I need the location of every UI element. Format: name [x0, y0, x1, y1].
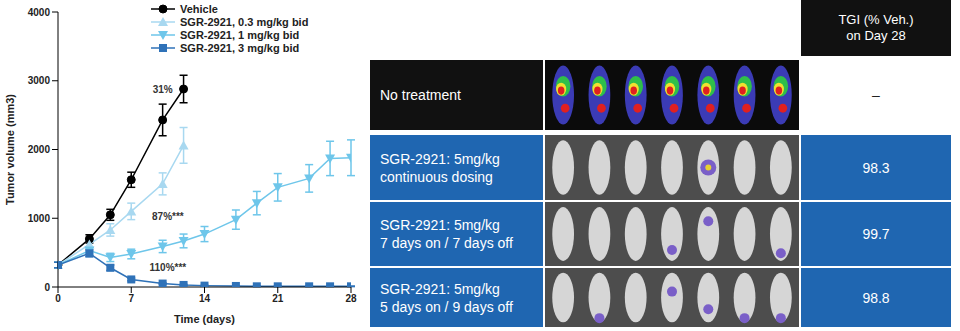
html-text:99.7: 99.7 — [862, 226, 890, 242]
svg-text:1000: 1000 — [28, 213, 51, 224]
svg-text:3000: 3000 — [28, 75, 51, 86]
html-text:98.3: 98.3 — [862, 159, 890, 176]
svg-text:7: 7 — [128, 293, 134, 304]
svg-text:4000: 4000 — [28, 7, 51, 18]
html-text:SGR-2921, 3 mg/kg bid: SGR-2921, 3 mg/kg bid — [180, 41, 300, 54]
html-text:98.8: 98.8 — [862, 289, 890, 306]
svg-text:2000: 2000 — [28, 144, 51, 155]
svg-text:28: 28 — [345, 293, 357, 304]
html-text:SGR-2921: 5mg/kg continuous do: SGR-2921: 5mg/kg continuous dosing — [380, 150, 500, 185]
html-text:SGR-2921, 1 mg/kg bid: SGR-2921, 1 mg/kg bid — [180, 28, 300, 41]
html-text:No treatment: No treatment — [380, 87, 461, 103]
html-text:SGR-2921: 5mg/kg 7 days on / 7: SGR-2921: 5mg/kg 7 days on / 7 days off — [380, 217, 513, 251]
svg-text:87%***: 87%*** — [152, 211, 184, 222]
html-text:Vehicle: Vehicle — [180, 2, 218, 15]
svg-text:0: 0 — [55, 293, 61, 304]
svg-text:110%***: 110%*** — [150, 262, 187, 273]
svg-text:21: 21 — [272, 293, 284, 304]
svg-text:Tumor volume (mm3): Tumor volume (mm3) — [8, 94, 16, 205]
html-text:TGI (% Veh.) on Day 28: TGI (% Veh.) on Day 28 — [838, 12, 914, 43]
svg-text:14: 14 — [199, 293, 211, 304]
html-text:SGR-2921: 5mg/kg 5 days on / 9: SGR-2921: 5mg/kg 5 days on / 9 days off — [380, 280, 513, 315]
svg-text:Time (days): Time (days) — [174, 313, 235, 325]
svg-text:0: 0 — [44, 282, 50, 293]
html-text:SGR-2921, 0.3 mg/kg bid: SGR-2921, 0.3 mg/kg bid — [180, 15, 309, 28]
svg-text:31%: 31% — [153, 84, 173, 95]
